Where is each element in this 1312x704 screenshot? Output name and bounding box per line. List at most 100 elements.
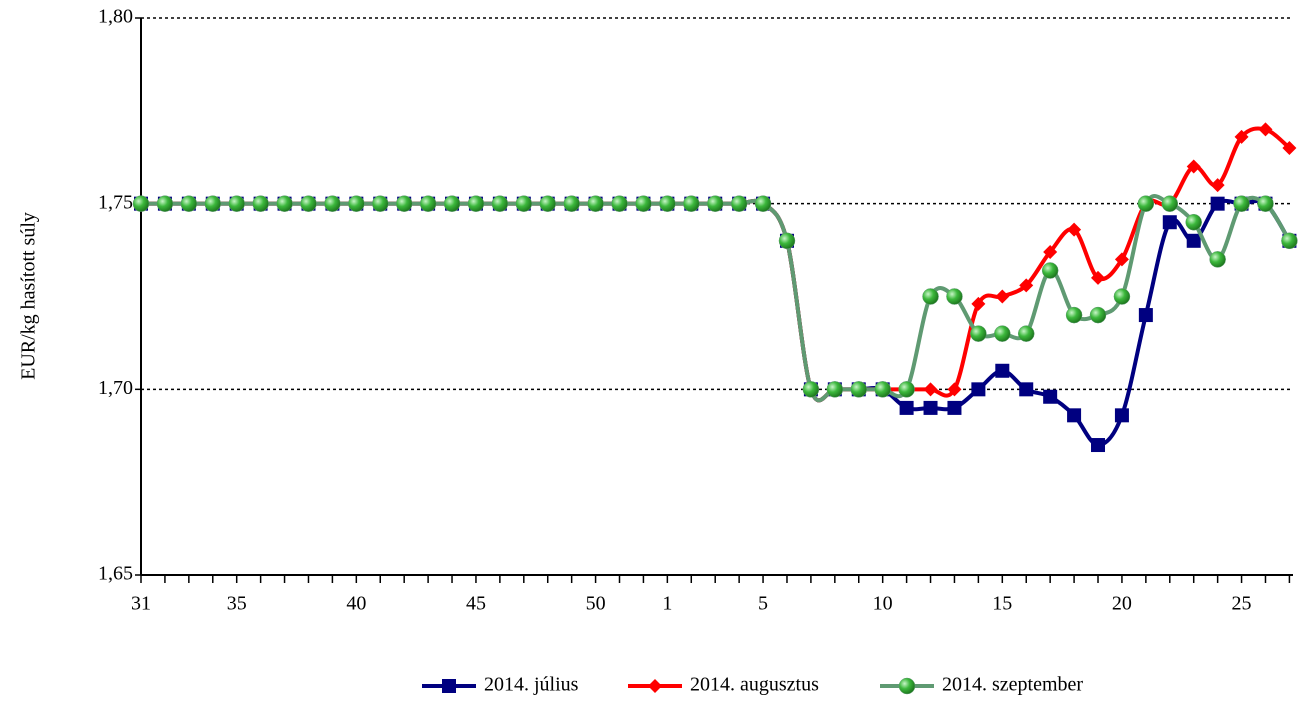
marker [1065, 306, 1083, 324]
marker [372, 195, 389, 212]
marker [467, 195, 485, 212]
marker [442, 679, 456, 693]
marker [1019, 382, 1034, 397]
marker [1137, 195, 1155, 212]
marker [300, 195, 317, 212]
legend-label: 2014. július [484, 674, 579, 696]
marker [1210, 196, 1225, 211]
marker [971, 382, 986, 397]
marker [228, 195, 245, 212]
x-tick-label: 50 [586, 593, 606, 615]
marker [204, 195, 222, 212]
marker [515, 195, 533, 212]
marker [1257, 195, 1274, 212]
marker [1138, 308, 1153, 323]
marker [1185, 213, 1202, 231]
marker [1161, 195, 1179, 212]
marker [1017, 325, 1035, 342]
marker [754, 195, 772, 212]
marker [132, 195, 150, 212]
marker [946, 288, 963, 305]
marker [419, 195, 437, 212]
marker [970, 325, 987, 342]
marker [1186, 159, 1201, 174]
marker [611, 195, 628, 212]
marker [1043, 389, 1058, 404]
marker [923, 382, 938, 397]
series [132, 194, 1298, 403]
series [134, 122, 1297, 403]
marker [947, 382, 962, 397]
marker [348, 195, 365, 212]
marker [1067, 408, 1082, 423]
marker [1282, 140, 1297, 155]
legend-label: 2014. augusztus [690, 674, 819, 696]
marker [706, 195, 724, 212]
marker [802, 381, 820, 398]
marker [1233, 195, 1250, 212]
marker [994, 325, 1011, 342]
marker [874, 381, 891, 398]
y-tick-label: 1,75 [98, 191, 133, 213]
y-tick-label: 1,65 [98, 563, 133, 585]
marker [443, 195, 461, 212]
x-tick-label: 25 [1232, 593, 1252, 615]
marker [683, 195, 700, 212]
x-tick-label: 5 [758, 593, 768, 615]
marker [1114, 252, 1129, 267]
marker [778, 232, 796, 250]
x-tick-label: 31 [131, 593, 151, 615]
y-axis-label: EUR/kg hasított súly [18, 212, 40, 380]
x-tick-label: 20 [1112, 593, 1132, 615]
marker [1258, 122, 1273, 137]
marker [1019, 278, 1034, 293]
marker [1113, 288, 1131, 305]
marker [1209, 251, 1226, 268]
marker [1091, 438, 1106, 453]
x-tick-label: 1 [662, 593, 672, 615]
marker [1089, 306, 1107, 324]
x-tick-label: 45 [466, 593, 486, 615]
marker [923, 400, 938, 415]
marker [850, 381, 868, 398]
x-tick-label: 15 [992, 593, 1012, 615]
y-tick-label: 1,80 [98, 6, 133, 28]
marker [1043, 244, 1058, 259]
marker [1067, 222, 1082, 237]
marker [1041, 262, 1059, 279]
x-tick-label: 10 [873, 593, 893, 615]
marker [995, 363, 1010, 378]
legend-label: 2014. szeptember [942, 674, 1083, 696]
y-tick-label: 1,70 [98, 377, 133, 399]
marker [898, 381, 915, 398]
marker [899, 400, 914, 415]
series-line [140, 126, 1291, 403]
marker [1091, 270, 1106, 285]
marker [252, 195, 269, 212]
marker [563, 195, 580, 212]
marker [947, 400, 962, 415]
marker [276, 195, 293, 212]
marker [1114, 408, 1129, 423]
marker [971, 296, 986, 311]
marker [922, 288, 939, 305]
marker [1281, 232, 1298, 250]
x-tick-label: 40 [346, 593, 366, 615]
marker [730, 195, 748, 212]
marker [898, 677, 916, 695]
marker [648, 679, 662, 693]
x-tick-label: 35 [227, 593, 247, 615]
marker [491, 195, 509, 212]
marker [1234, 129, 1249, 144]
marker [180, 195, 198, 212]
marker [635, 195, 652, 212]
marker [1186, 233, 1201, 248]
marker [659, 195, 676, 212]
marker [587, 195, 604, 212]
marker [826, 381, 844, 398]
marker [324, 195, 341, 212]
series [134, 196, 1297, 453]
marker [395, 195, 413, 212]
marker [1162, 215, 1177, 230]
